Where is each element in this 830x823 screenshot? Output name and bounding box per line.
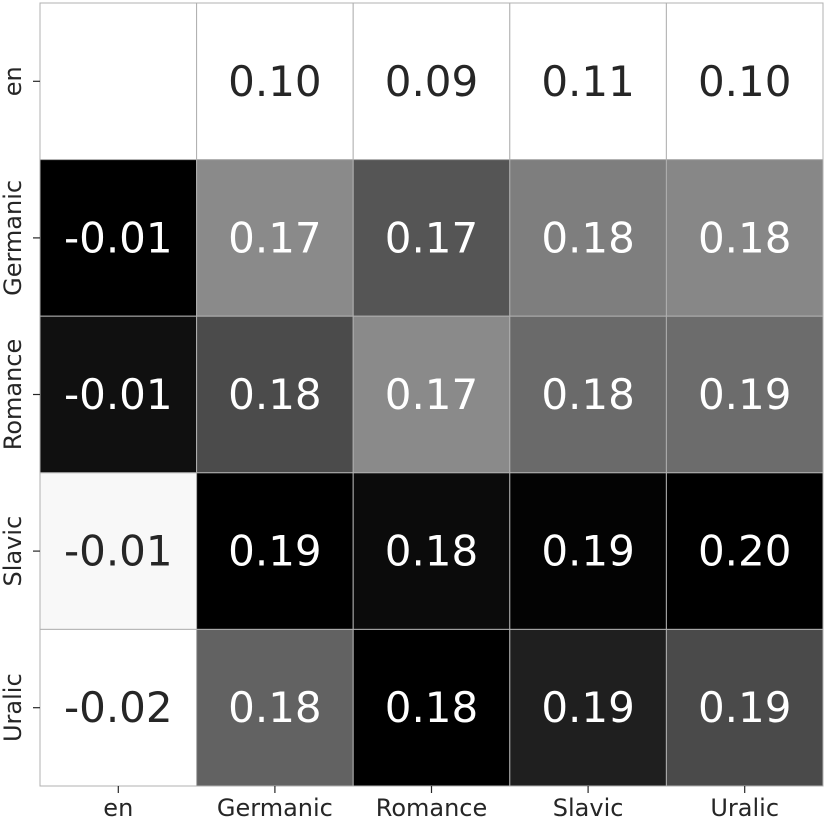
cell-value-label: 0.10 — [228, 57, 322, 106]
x-axis: en Germanic Romance Slavic Uralic — [103, 786, 779, 822]
cell-value-label: 0.17 — [385, 213, 479, 262]
heatmap-cell-4-4 — [665, 628, 824, 787]
cell-value-label: 0.18 — [541, 370, 635, 419]
heatmap-cell-4-2 — [352, 628, 511, 787]
heatmap-cell-0-2 — [352, 2, 511, 161]
cell-value-label: 0.10 — [698, 57, 792, 106]
y-tick-label: Romance — [0, 339, 27, 451]
x-tick-label: Uralic — [710, 794, 779, 822]
heatmap-cell-0-1 — [196, 2, 354, 161]
heatmap-cell-1-0 — [39, 159, 198, 317]
cell-value-label: 0.11 — [541, 57, 635, 106]
cell-value-label: 0.19 — [541, 527, 635, 576]
cell-value-label: -0.01 — [64, 370, 173, 419]
heatmap-cell-2-3 — [509, 315, 667, 474]
heatmap-cell-3-4 — [665, 472, 824, 630]
x-tick-label: Slavic — [553, 794, 624, 822]
heatmap-cell-0-3 — [509, 2, 667, 161]
heatmap-cell-0-4 — [665, 2, 824, 161]
cell-value-label: 0.19 — [698, 370, 792, 419]
heatmap-cell-3-3 — [509, 472, 667, 630]
heatmap-cell-4-0 — [39, 628, 198, 787]
cell-value-label: 0.18 — [385, 527, 479, 576]
heatmap-cell-labels: 0.10 0.09 0.11 0.10 -0.01 0.17 0.17 0.18 0.18 -0.… — [64, 57, 791, 732]
y-tick-label: Slavic — [0, 516, 27, 587]
x-tick-label: Romance — [376, 794, 488, 822]
cell-value-label: 0.19 — [228, 527, 322, 576]
x-tick-label: en — [103, 794, 133, 822]
cell-value-label: 0.18 — [541, 213, 635, 262]
cell-value-label: -0.01 — [64, 527, 173, 576]
x-tick-label: Germanic — [217, 794, 333, 822]
y-axis: en Germanic Romance Slavic Uralic — [0, 66, 40, 742]
cell-value-label: 0.18 — [228, 683, 322, 732]
heatmap-cell-2-1 — [196, 315, 354, 474]
y-tick-label: Germanic — [0, 180, 27, 296]
cell-value-label: -0.02 — [64, 683, 173, 732]
cell-value-label: 0.18 — [385, 683, 479, 732]
heatmap-cell-4-1 — [196, 628, 354, 787]
cell-value-label: 0.19 — [541, 683, 635, 732]
y-tick-label: Uralic — [0, 673, 27, 742]
cell-value-label: 0.17 — [385, 370, 479, 419]
heatmap-cell-2-2 — [352, 315, 511, 474]
heatmap-cell-1-2 — [352, 159, 511, 317]
heatmap-cell-1-4 — [665, 159, 824, 317]
y-tick-label: en — [0, 66, 27, 96]
heatmap-cells — [39, 2, 824, 787]
cell-value-label: 0.18 — [698, 213, 792, 262]
cell-value-label: 0.19 — [698, 683, 792, 732]
heatmap-cell-0-0 — [39, 2, 198, 161]
heatmap-cell-1-1 — [196, 159, 354, 317]
heatmap-cell-2-4 — [665, 315, 824, 474]
cell-value-label: -0.01 — [64, 213, 173, 262]
heatmap-cell-3-1 — [196, 472, 354, 630]
cell-value-label: 0.20 — [698, 527, 792, 576]
cell-value-label: 0.18 — [228, 370, 322, 419]
heatmap-cell-3-2 — [352, 472, 511, 630]
cell-value-label: 0.17 — [228, 213, 322, 262]
cell-value-label: 0.09 — [385, 57, 479, 106]
